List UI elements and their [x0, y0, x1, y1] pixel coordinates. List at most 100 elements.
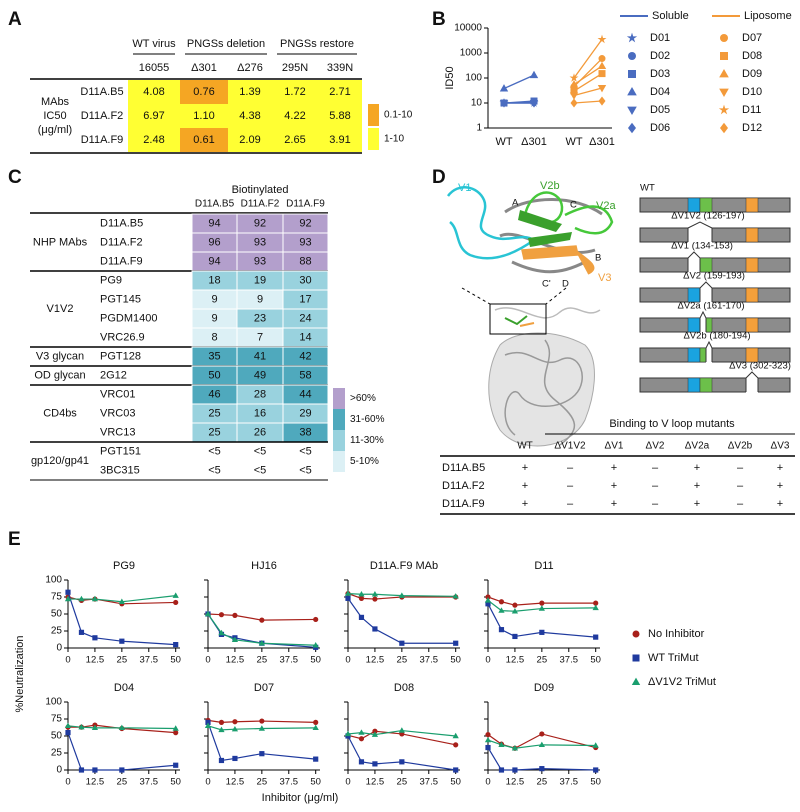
cell-value: 19 — [254, 274, 266, 286]
data-point — [593, 634, 599, 640]
data-point — [231, 636, 239, 643]
y-tick-label: 0 — [56, 765, 62, 776]
cell-value: – — [567, 480, 574, 492]
structure-label: D — [562, 279, 569, 290]
data-point — [598, 55, 606, 63]
row-name: PGDM1400 — [100, 312, 157, 324]
deletion-caret — [687, 221, 713, 229]
trimer-ribbon — [504, 339, 583, 446]
x-tick-label: 50 — [310, 777, 321, 788]
cell-value: 28 — [254, 388, 266, 400]
loop-segment — [745, 227, 759, 243]
data-point — [358, 595, 365, 601]
gene-bar — [639, 377, 791, 393]
data-point — [313, 719, 319, 726]
legend-marker — [627, 87, 637, 96]
group-name: gp120/gp41 — [31, 455, 89, 467]
loop-segment — [745, 197, 759, 213]
cell-value: 4.08 — [143, 86, 164, 98]
data-point — [569, 80, 579, 88]
legend-swatch — [333, 430, 345, 451]
data-point — [592, 742, 599, 748]
data-point — [539, 600, 545, 606]
cell-value: – — [567, 462, 574, 474]
data-point — [453, 767, 459, 773]
column-header: WT — [517, 441, 533, 452]
data-point — [78, 767, 85, 773]
data-point — [205, 719, 211, 725]
legend-label: D11 — [742, 104, 761, 116]
column-header: 295N — [282, 62, 308, 74]
cell-value: + — [694, 462, 700, 474]
cell-fill — [318, 104, 362, 128]
cell-value: 2.09 — [239, 134, 260, 146]
cell-value: 96 — [208, 236, 220, 248]
cell-value: 5.88 — [329, 110, 350, 122]
group-name: OD glycan — [34, 369, 85, 381]
data-point — [218, 612, 225, 618]
data-point — [399, 640, 405, 646]
cell-value: + — [611, 462, 617, 474]
x-tick-label: WT — [495, 136, 512, 148]
y-tick-label: 100 — [45, 575, 62, 586]
chart-title: D11A.F9 MAb — [370, 560, 438, 572]
row-name: VRC03 — [100, 407, 135, 419]
cell-value: 35 — [208, 350, 220, 362]
structure-label: V2b — [540, 180, 560, 192]
column-header: ΔV3 — [771, 441, 790, 452]
data-point — [453, 742, 459, 748]
data-point — [358, 614, 365, 620]
data-point — [453, 640, 459, 646]
beta-strands — [518, 210, 572, 247]
legend-swatch — [368, 104, 379, 126]
cell-value: 29 — [299, 407, 311, 419]
y-tick-label: 1000 — [460, 48, 483, 59]
data-point — [92, 767, 98, 773]
data-point — [344, 730, 352, 737]
deletion-gap — [706, 347, 712, 363]
data-point — [593, 600, 599, 606]
loop-segment — [699, 377, 713, 393]
data-point — [258, 639, 265, 646]
x-tick-label: Δ301 — [521, 136, 547, 148]
legend-label: 11-30% — [350, 435, 384, 446]
column-header: 339N — [327, 62, 353, 74]
data-point — [371, 731, 379, 737]
structure-label: A — [512, 198, 519, 209]
y-tick-label: 10 — [471, 98, 483, 109]
row-name: D11A.F9 — [81, 134, 124, 146]
row-title: IC50 — [43, 110, 66, 122]
data-point — [218, 726, 225, 733]
column-header: ΔV1V2 — [554, 441, 586, 452]
row-title: MAbs — [41, 96, 70, 108]
row-name: D11A.F2 — [81, 110, 124, 122]
y-tick-label: 75 — [51, 592, 63, 603]
mutant-label: ΔV1V2 (126-197) — [671, 211, 744, 222]
cell-value: 24 — [299, 312, 311, 324]
cell-fill — [128, 104, 180, 128]
column-header: D11A.F2 — [241, 199, 280, 210]
y-tick-label: 50 — [51, 609, 63, 620]
cell-value: 6.97 — [143, 110, 164, 122]
panel-label: A — [8, 9, 22, 30]
cell-value: – — [737, 480, 744, 492]
legend-label: D09 — [742, 68, 762, 80]
cell-fill — [228, 128, 272, 152]
data-point — [344, 590, 352, 596]
cell-value: 14 — [299, 331, 311, 343]
x-tick-label: 50 — [450, 655, 461, 666]
cell-fill — [272, 104, 318, 128]
loop-inset — [519, 322, 535, 327]
deletion-caret — [687, 251, 701, 259]
x-tick-label: 0 — [205, 777, 210, 788]
cell-fill — [272, 128, 318, 152]
data-point — [259, 617, 265, 623]
data-point — [512, 767, 518, 773]
data-point — [313, 616, 319, 623]
y-tick-label: 100 — [465, 73, 482, 84]
cell-value: 93 — [254, 255, 266, 267]
cell-value: 2.48 — [143, 134, 164, 146]
cell-value: + — [777, 480, 783, 492]
data-point — [484, 736, 492, 743]
